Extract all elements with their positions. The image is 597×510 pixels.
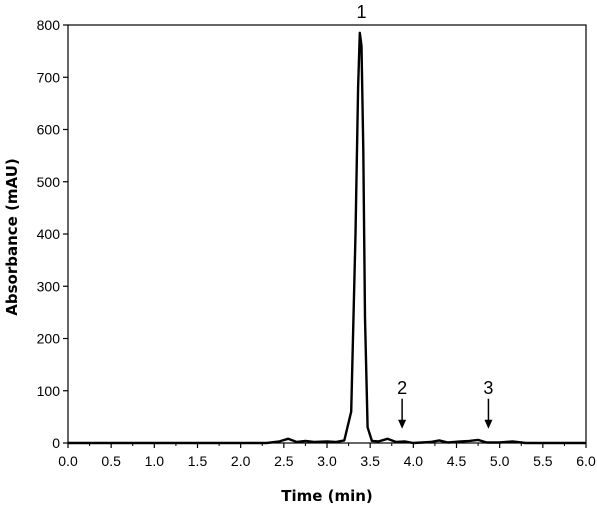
x-tick-label: 4.0	[404, 453, 424, 469]
x-axis: 0.0 0.5 1.0 1.5 2.0 2.5 3.0 3.5 4.0 4.5 5.0 5.5 6.0	[58, 443, 596, 469]
y-tick-label: 300	[37, 278, 61, 294]
x-tick-label: 6.0	[576, 453, 596, 469]
y-axis: 0 100 200 300 400 500 600 700 800	[37, 17, 68, 451]
plot-area	[67, 24, 587, 444]
x-axis-title: Time (min)	[281, 487, 373, 505]
x-tick-label: 3.5	[360, 453, 380, 469]
chromatogram-trace	[68, 31, 586, 445]
x-tick-label: 4.5	[447, 453, 467, 469]
annotations: 1 2 3	[357, 2, 493, 429]
x-tick-label: 1.0	[145, 453, 165, 469]
x-tick-label: 5.5	[533, 453, 553, 469]
peak-label-1: 1	[357, 2, 367, 22]
x-tick-label: 0.0	[58, 453, 78, 469]
peak-label-2: 2	[397, 378, 407, 398]
x-tick-label: 2.5	[274, 453, 294, 469]
y-tick-label: 800	[37, 17, 61, 33]
x-tick-label: 5.0	[490, 453, 510, 469]
y-tick-label: 100	[37, 383, 61, 399]
y-tick-label: 600	[37, 122, 61, 138]
y-axis-title: Absorbance (mAU)	[3, 158, 21, 315]
x-tick-label: 1.5	[188, 453, 208, 469]
y-tick-label: 0	[52, 435, 60, 451]
y-tick-label: 200	[37, 331, 61, 347]
peak-label-3: 3	[483, 378, 493, 398]
x-tick-label: 2.0	[231, 453, 251, 469]
x-tick-label: 3.0	[317, 453, 337, 469]
peak-arrowhead-2	[398, 419, 407, 429]
series-layer	[68, 31, 586, 445]
plot-frame	[67, 24, 587, 444]
peak-arrowhead-3	[484, 419, 493, 429]
y-tick-label: 400	[37, 226, 61, 242]
y-tick-label: 500	[37, 174, 61, 190]
x-tick-label: 0.5	[101, 453, 121, 469]
y-tick-label: 700	[37, 69, 61, 85]
